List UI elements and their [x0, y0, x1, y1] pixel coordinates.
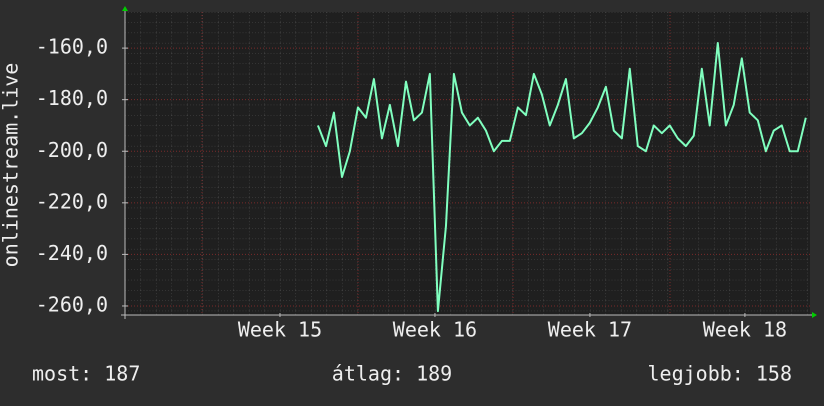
stat-current: most: 187: [32, 362, 140, 386]
x-tick-label: Week 15: [238, 318, 322, 342]
y-tick-label: -160,0: [36, 35, 108, 59]
y-tick-label: -180,0: [36, 86, 108, 110]
y-tick-label: -200,0: [36, 138, 108, 162]
x-tick-label: Week 18: [703, 318, 787, 342]
data-line: [317, 41, 807, 313]
stat-average: átlag: 189: [332, 362, 452, 386]
y-tick-label: -220,0: [36, 189, 108, 213]
stat-max: legjobb: 158: [648, 362, 793, 386]
minor-grid: [125, 12, 810, 315]
week-boundaries: [201, 12, 671, 315]
y-axis-label: onlinestream.live: [0, 63, 23, 268]
y-axis-arrow: [122, 6, 128, 11]
x-tick-label: Week 16: [393, 318, 477, 342]
y-tick-label: -260,0: [36, 292, 108, 316]
x-axis-arrow: [812, 312, 817, 318]
y-tick-label: -240,0: [36, 241, 108, 265]
x-tick-label: Week 17: [548, 318, 632, 342]
